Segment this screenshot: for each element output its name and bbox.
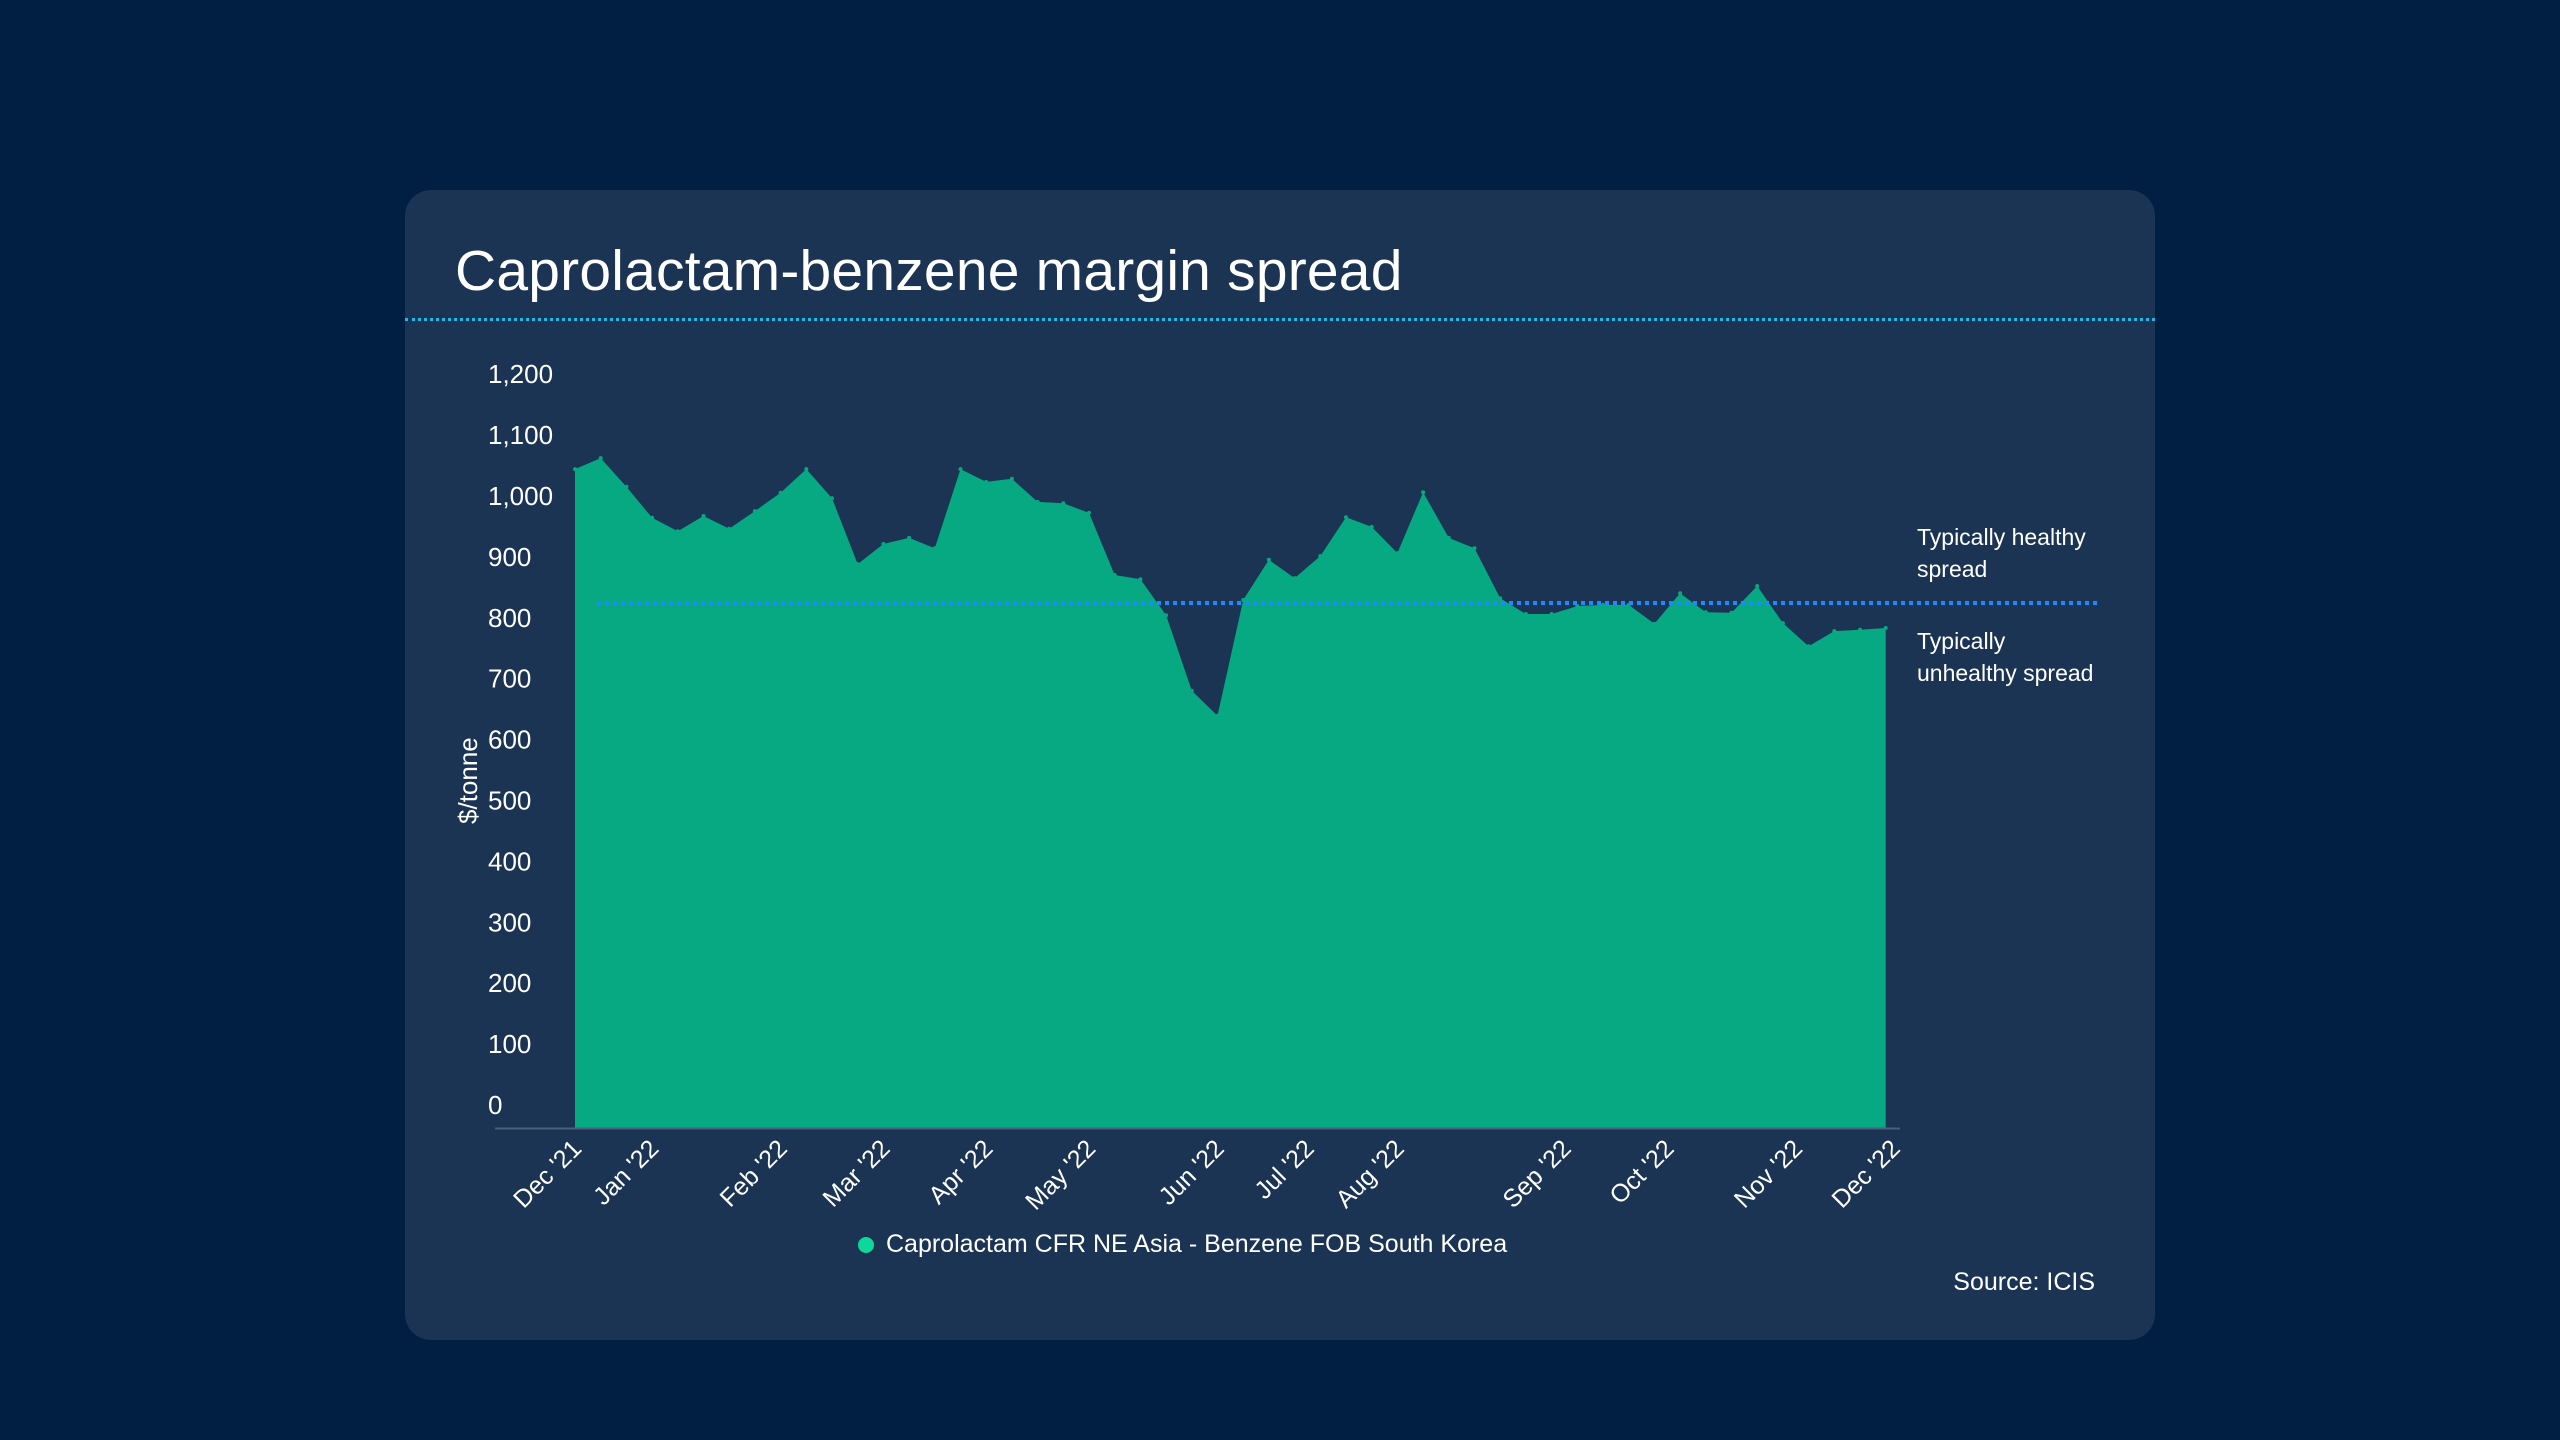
x-tick-label: Sep '22 [1497,1134,1576,1213]
data-point [1241,598,1246,602]
data-point [1601,602,1605,607]
y-tick-label: 100 [488,1029,531,1059]
area-series [575,458,1886,1129]
annotation-healthy-line2: spread [1917,556,1987,582]
data-point [830,496,834,501]
data-point [1292,576,1297,581]
data-point [907,535,912,540]
data-point [1729,610,1734,615]
data-point [1523,612,1528,616]
data-point [1883,626,1888,630]
y-tick-label: 0 [488,1090,502,1120]
source-note: Source: ICIS [1953,1268,2095,1296]
y-tick-label: 900 [488,542,531,572]
data-point [778,490,783,495]
y-tick-label: 200 [488,968,531,998]
data-point [701,514,706,518]
chart-card: Caprolactam-benzene margin spread 0 100 20… [405,190,2155,1340]
data-point [752,509,757,514]
legend: Caprolactam CFR NE Asia - Benzene FOB So… [858,1230,1507,1259]
data-points [573,456,1888,718]
data-point [1344,515,1348,520]
data-point [932,546,937,551]
x-tick-label: Dec '21 [508,1134,587,1213]
annotation-unhealthy: Typically unhealthy spread [1917,628,2093,686]
data-point [1266,557,1271,562]
x-axis-ticks: Dec '21 Jan '22 Feb '22 Mar '22 Apr '22 May '… [508,1134,1906,1215]
y-axis-ticks: 0 100 200 300 400 500 600 700 800 900 1,000 1,100 1,… [488,359,553,1120]
data-point [1164,613,1169,618]
annotation-unhealthy-line2: unhealthy spread [1917,660,2093,686]
data-point [958,467,963,472]
data-point [1446,535,1451,540]
annotation-unhealthy-line1: Typically [1917,628,2006,654]
data-point [1318,554,1323,559]
data-point [598,456,603,461]
data-point [1472,546,1477,551]
data-point [1780,621,1785,626]
data-point [1138,577,1143,582]
data-point [727,526,732,531]
y-tick-label: 1,200 [488,359,553,389]
data-point [984,479,989,484]
data-point [1832,629,1837,634]
chart-title: Caprolactam-benzene margin spread [455,239,1403,303]
x-tick-label: Jun '22 [1153,1134,1229,1210]
x-tick-label: Oct '22 [1604,1134,1679,1209]
data-point [1215,713,1220,718]
data-point [1112,573,1117,577]
y-tick-label: 800 [488,603,531,633]
x-tick-label: Nov '22 [1729,1134,1808,1213]
data-point [1755,584,1760,588]
data-point [650,515,655,520]
x-tick-label: Dec '22 [1826,1134,1905,1213]
data-point [1806,644,1811,649]
data-point [624,484,629,489]
y-tick-label: 500 [488,786,531,816]
data-point [1369,524,1374,529]
y-tick-label: 1,000 [488,481,553,511]
annotation-healthy-line1: Typically healthy [1917,524,2086,550]
data-point [1703,610,1708,615]
data-point [675,529,680,534]
data-point [1858,627,1862,632]
data-point [1549,612,1554,616]
data-point [1498,596,1503,601]
data-point [855,562,860,567]
x-tick-label: Mar '22 [817,1134,895,1212]
y-tick-label: 600 [488,725,531,755]
data-point [1087,510,1091,515]
y-tick-label: 1,100 [488,420,553,450]
x-tick-label: May '22 [1020,1134,1101,1215]
x-tick-label: Jul '22 [1249,1134,1319,1204]
y-axis-label: $/tonne [453,737,483,824]
y-tick-label: 700 [488,664,531,694]
legend-label: Caprolactam CFR NE Asia - Benzene FOB So… [886,1230,1508,1258]
data-point [1009,476,1014,481]
data-point [1678,591,1683,596]
annotation-healthy: Typically healthy spread [1917,524,2092,582]
area-chart: 0 100 200 300 400 500 600 700 800 900 1,000 1,100 1,… [453,359,2098,1216]
data-point [1189,688,1194,693]
data-point [1395,551,1400,556]
y-tick-label: 400 [488,846,531,876]
data-point [1035,499,1040,504]
legend-dot-icon [858,1236,874,1253]
data-point [573,467,577,472]
x-tick-label: Feb '22 [715,1134,793,1212]
data-point [1061,501,1066,506]
title-divider [405,318,2155,321]
data-point [1575,604,1580,609]
data-point [881,542,886,546]
data-point [1652,621,1657,626]
x-tick-label: Aug '22 [1330,1134,1409,1213]
annotations: Typically healthy spread Typically unhea… [1917,524,2093,686]
y-tick-label: 300 [488,907,531,937]
x-tick-label: Apr '22 [923,1134,998,1209]
data-point [804,467,809,472]
x-tick-label: Jan '22 [588,1134,664,1210]
data-point [1421,490,1426,495]
